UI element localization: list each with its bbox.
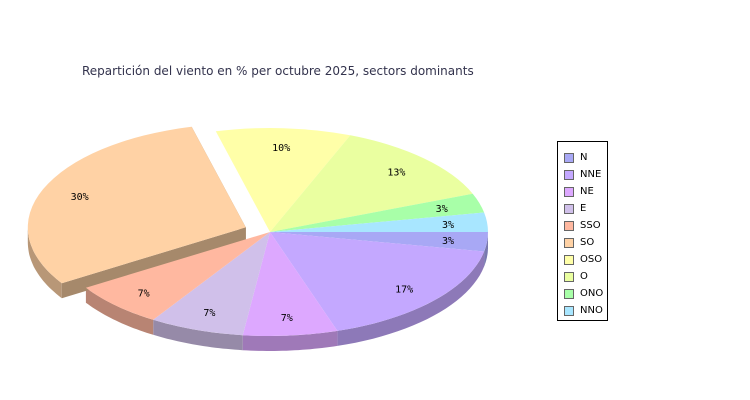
legend-label: OSO <box>580 253 603 265</box>
legend-label: NE <box>580 185 594 197</box>
legend-swatch <box>564 254 574 265</box>
legend: N NNE NE E SSO SO OSO O ONO NNO <box>557 141 608 321</box>
slice-cut-face-start <box>61 227 246 299</box>
legend-item-sso: SSO <box>558 217 607 234</box>
slice-nne <box>270 232 485 331</box>
legend-swatch <box>564 288 574 299</box>
slice-sso <box>85 232 271 320</box>
slice-side-sso <box>85 287 154 335</box>
legend-swatch <box>564 152 574 163</box>
legend-item-o: O <box>558 268 607 285</box>
slice-side-so <box>27 227 62 299</box>
slice-label-e: 7% <box>203 308 215 319</box>
legend-swatch <box>564 220 574 231</box>
slice-label-ne: 7% <box>281 313 293 324</box>
slice-label-nno: 3% <box>442 220 454 231</box>
legend-label: NNO <box>580 304 603 316</box>
legend-item-n: N <box>558 149 607 166</box>
legend-item-so: SO <box>558 234 607 251</box>
slice-label-n: 3% <box>442 236 454 247</box>
slice-label-nne: 17% <box>395 284 413 295</box>
slice-nno <box>270 212 488 232</box>
legend-label: NNE <box>580 168 602 180</box>
slice-side-n <box>484 232 488 267</box>
slice-n <box>270 232 488 252</box>
chart-title: Repartición del viento en % per octubre … <box>82 64 474 78</box>
legend-item-e: E <box>558 200 607 217</box>
slice-e <box>153 232 270 336</box>
legend-label: N <box>580 151 588 163</box>
legend-label: O <box>580 270 588 282</box>
legend-swatch <box>564 169 574 180</box>
legend-label: SSO <box>580 219 601 231</box>
slice-o <box>270 135 473 232</box>
legend-item-ono: ONO <box>558 285 607 302</box>
slice-oso <box>215 128 351 232</box>
legend-swatch <box>564 271 574 282</box>
legend-label: SO <box>580 236 595 248</box>
slice-label-ono: 3% <box>436 204 448 215</box>
legend-swatch <box>564 305 574 316</box>
slice-side-nne <box>337 251 485 346</box>
slice-so <box>27 126 246 284</box>
legend-swatch <box>564 237 574 248</box>
slice-label-so: 30% <box>71 192 89 203</box>
slice-ne <box>242 232 338 337</box>
legend-swatch <box>564 203 574 214</box>
legend-item-nne: NNE <box>558 166 607 183</box>
slice-label-o: 13% <box>387 168 405 179</box>
legend-item-oso: OSO <box>558 251 607 268</box>
legend-item-ne: NE <box>558 183 607 200</box>
legend-item-nno: NNO <box>558 302 607 319</box>
slice-ono <box>270 193 485 232</box>
slice-side-e <box>153 319 243 351</box>
legend-swatch <box>564 186 574 197</box>
slice-label-oso: 10% <box>272 143 290 154</box>
legend-label: ONO <box>580 287 604 299</box>
legend-label: E <box>580 202 587 214</box>
slice-label-sso: 7% <box>138 288 150 299</box>
slice-side-ne <box>242 330 338 351</box>
